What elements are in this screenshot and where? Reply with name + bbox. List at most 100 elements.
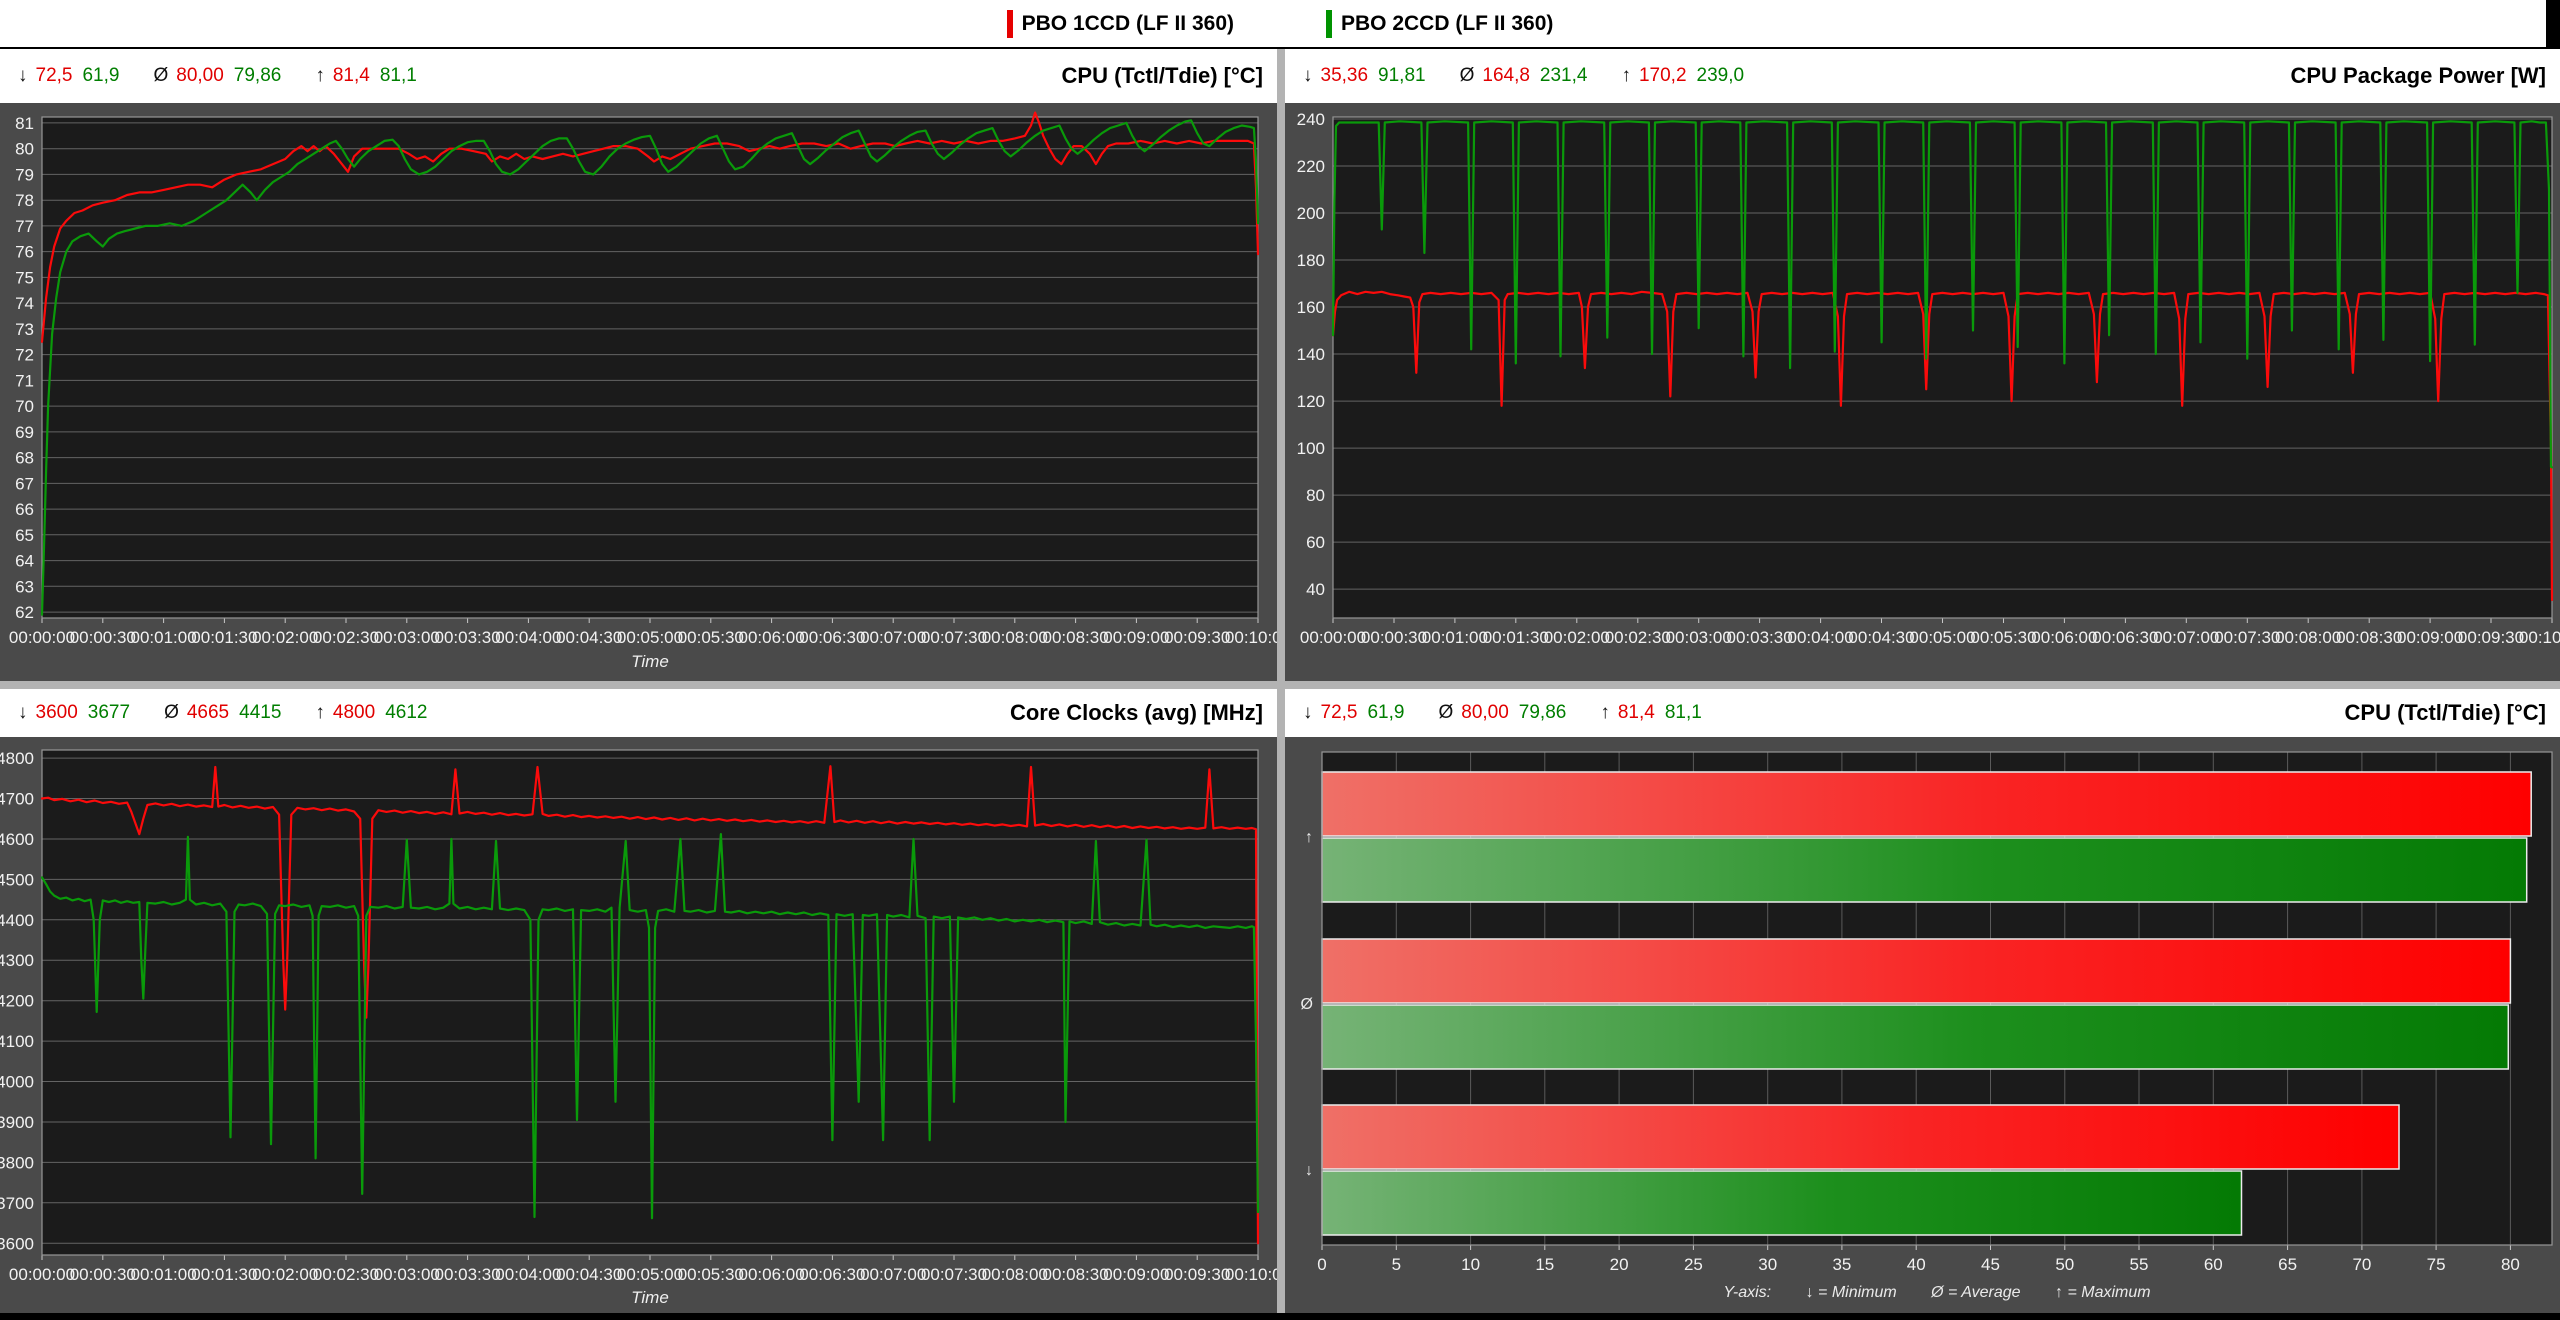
max-value-red: 170,2 [1638, 65, 1687, 86]
svg-text:3900: 3900 [0, 1113, 34, 1132]
stats-summary: ↓ 3600 3677 Ø 4665 4415 ↑ 4800 4612 [18, 702, 427, 724]
max-value-green: 81,1 [1664, 702, 1702, 723]
svg-text:00:06:30: 00:06:30 [2092, 628, 2158, 647]
svg-text:00:01:30: 00:01:30 [191, 1265, 257, 1284]
svg-text:00:02:00: 00:02:00 [252, 1265, 318, 1284]
svg-text:200: 200 [1297, 204, 1325, 223]
svg-text:65: 65 [2278, 1255, 2297, 1274]
svg-text:4500: 4500 [0, 870, 34, 889]
min-value-green: 91,81 [1378, 65, 1426, 86]
svg-text:00:01:30: 00:01:30 [1483, 628, 1549, 647]
min-symbol: ↓ [18, 702, 28, 723]
svg-text:4600: 4600 [0, 830, 34, 849]
svg-text:0: 0 [1317, 1255, 1326, 1274]
x-axis-label-time-top: Time [631, 652, 669, 671]
svg-text:00:03:30: 00:03:30 [1727, 628, 1793, 647]
svg-text:00:02:30: 00:02:30 [313, 1265, 379, 1284]
temp-minavgmax-bar-chart[interactable]: 0 5 10 15 20 25 30 35 40 45 50 55 60 65 70 75 80 ↑ Ø ↓ [1285, 737, 2560, 1313]
window-bottom-edge [0, 1313, 2560, 1320]
svg-text:↑: ↑ [1305, 829, 1313, 846]
svg-text:00:00:00: 00:00:00 [9, 1265, 75, 1284]
min-value-red: 72,5 [35, 65, 73, 86]
min-value-green: 61,9 [82, 65, 120, 86]
panel-title: CPU Package Power [W] [2290, 63, 2546, 88]
svg-text:00:07:30: 00:07:30 [921, 1265, 987, 1284]
legend-swatch-red-icon [1006, 9, 1013, 38]
svg-text:4700: 4700 [0, 790, 34, 809]
svg-text:00:08:00: 00:08:00 [982, 628, 1048, 647]
svg-text:Ø: Ø [1301, 996, 1313, 1013]
svg-text:78: 78 [15, 191, 34, 210]
svg-text:45: 45 [1981, 1255, 2000, 1274]
max-symbol: ↑ [315, 65, 325, 86]
avg-symbol: Ø [164, 702, 179, 723]
panel-title: CPU (Tctl/Tdie) [°C] [1061, 63, 1263, 88]
svg-text:62: 62 [15, 603, 34, 622]
svg-text:00:09:00: 00:09:00 [1103, 1265, 1169, 1284]
svg-text:00:06:30: 00:06:30 [799, 628, 865, 647]
legend-label: PBO 1CCD (LF II 360) [1021, 11, 1234, 35]
svg-text:70: 70 [2352, 1255, 2371, 1274]
legend-label: PBO 2CCD (LF II 360) [1341, 11, 1554, 35]
svg-text:220: 220 [1297, 157, 1325, 176]
svg-text:00:03:30: 00:03:30 [435, 628, 501, 647]
avg-value-green: 79,86 [233, 65, 282, 86]
svg-text:76: 76 [15, 243, 34, 262]
svg-text:00:08:00: 00:08:00 [982, 1265, 1048, 1284]
svg-text:30: 30 [1758, 1255, 1777, 1274]
core-clocks-line-chart[interactable]: 3600 3700 3800 3900 4000 4100 4200 4300 4400 4500… [0, 737, 1277, 1313]
max-value-green: 4612 [385, 702, 428, 723]
svg-text:3800: 3800 [0, 1153, 34, 1172]
svg-text:00:03:00: 00:03:00 [374, 1265, 440, 1284]
svg-text:00:00:30: 00:00:30 [70, 628, 136, 647]
svg-text:73: 73 [15, 320, 34, 339]
svg-text:00:00:00: 00:00:00 [9, 628, 75, 647]
cpu-temp-line-chart[interactable]: 62 63 64 65 66 67 68 69 70 71 72 73 74 75 76 77 78 79 80 81… [0, 103, 1277, 681]
svg-text:64: 64 [15, 552, 34, 571]
svg-text:00:09:30: 00:09:30 [1164, 1265, 1230, 1284]
svg-text:20: 20 [1610, 1255, 1629, 1274]
svg-text:00:01:00: 00:01:00 [131, 628, 197, 647]
legend-item-pbo-1ccd[interactable]: PBO 1CCD (LF II 360) [1006, 9, 1234, 38]
svg-text:72: 72 [15, 346, 34, 365]
svg-text:4400: 4400 [0, 911, 34, 930]
avg-value-green: 231,4 [1539, 65, 1588, 86]
svg-text:00:05:30: 00:05:30 [678, 1265, 744, 1284]
avg-value-green: 4415 [239, 702, 282, 723]
svg-text:60: 60 [2204, 1255, 2223, 1274]
svg-text:00:03:30: 00:03:30 [435, 1265, 501, 1284]
svg-text:4000: 4000 [0, 1073, 34, 1092]
max-symbol: ↑ [315, 702, 325, 723]
svg-text:70: 70 [15, 397, 34, 416]
svg-text:65: 65 [15, 526, 34, 545]
svg-text:00:09:30: 00:09:30 [1164, 628, 1230, 647]
min-value-green: 61,9 [1367, 702, 1405, 723]
svg-text:00:08:30: 00:08:30 [1043, 628, 1109, 647]
stats-summary: ↓ 72,5 61,9 Ø 80,00 79,86 ↑ 81,4 81,1 [18, 65, 417, 87]
legend-item-pbo-2ccd[interactable]: PBO 2CCD (LF II 360) [1326, 9, 1554, 38]
svg-text:00:07:00: 00:07:00 [860, 628, 926, 647]
max-symbol: ↑ [1600, 702, 1610, 723]
max-value-green: 81,1 [379, 65, 417, 86]
svg-text:180: 180 [1297, 251, 1325, 270]
svg-text:00:04:30: 00:04:30 [556, 1265, 622, 1284]
horizontal-splitter[interactable] [0, 681, 2560, 689]
svg-text:40: 40 [1306, 580, 1325, 599]
cpu-power-line-chart[interactable]: 40608010012014016018020022024000:00:0000… [1285, 103, 2560, 681]
min-value-red: 35,36 [1320, 65, 1369, 86]
svg-text:4100: 4100 [0, 1032, 34, 1051]
svg-text:00:07:00: 00:07:00 [2153, 628, 2219, 647]
footer-prefix: Y-axis: [1723, 1284, 1772, 1301]
max-value-green: 239,0 [1696, 65, 1745, 86]
avg-value-red: 4665 [186, 702, 230, 723]
avg-value-green: 79,86 [1518, 702, 1567, 723]
panel-header-core-clocks: ↓ 3600 3677 Ø 4665 4415 ↑ 4800 4612 Core… [0, 689, 1277, 737]
svg-text:00:05:00: 00:05:00 [617, 628, 683, 647]
avg-symbol: Ø [153, 65, 169, 86]
window-edge [2546, 0, 2560, 47]
svg-text:4800: 4800 [0, 749, 34, 768]
avg-symbol: Ø [1459, 65, 1475, 86]
svg-text:3600: 3600 [0, 1234, 34, 1253]
panel-title: Core Clocks (avg) [MHz] [1009, 700, 1263, 725]
